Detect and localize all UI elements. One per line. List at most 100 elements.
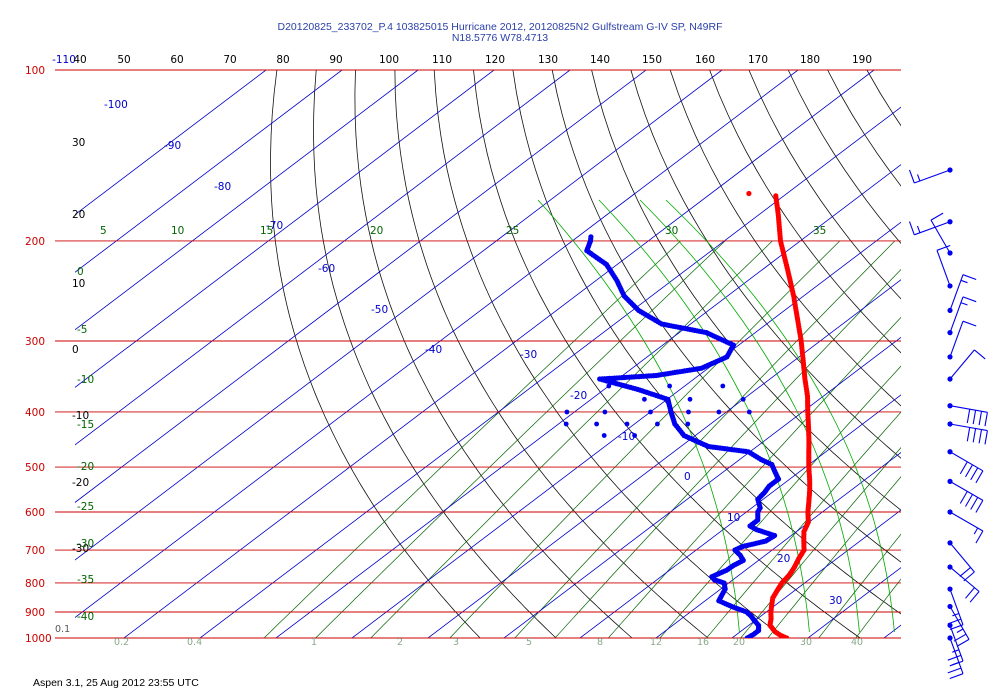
isotherm-line xyxy=(503,336,901,638)
isotherm-line xyxy=(123,70,875,638)
mixing-ratio-label: 8 xyxy=(597,637,603,648)
mixing-ratio-label: 20 xyxy=(733,637,745,648)
wind-barb-staff xyxy=(949,625,964,662)
isotherm-line xyxy=(75,70,723,561)
top-scale-label: 120 xyxy=(485,54,505,66)
theta-e-label: 35 xyxy=(813,225,826,237)
wind-barb-flag xyxy=(947,667,962,674)
isotherm-label: -90 xyxy=(164,140,181,152)
wind-barb-flag xyxy=(972,410,977,425)
pressure-tick-label: 500 xyxy=(25,462,45,474)
wind-barb-flag xyxy=(936,244,951,251)
wind-barb-flag xyxy=(959,491,968,504)
wind-barb-half-flag xyxy=(952,649,960,653)
top-scale-label: 50 xyxy=(117,54,130,66)
isotherm-line xyxy=(427,279,901,638)
wind-barb-origin xyxy=(947,622,953,628)
wind-barb xyxy=(947,564,980,603)
isotherm-label: -10 xyxy=(618,431,635,443)
dewpoint-scatter-point xyxy=(601,433,607,438)
wind-barb xyxy=(947,509,984,544)
wind-barb-origin xyxy=(947,449,953,455)
isobar-lines xyxy=(55,69,901,639)
dewpoint-scatter-point xyxy=(642,396,647,402)
dewpoint-scatter-point xyxy=(606,383,612,389)
isotherm-line xyxy=(75,70,647,503)
dewpoint-scatter-point xyxy=(686,409,691,415)
isotherm-line xyxy=(731,509,901,638)
pressure-tick-label: 600 xyxy=(25,507,45,519)
top-scale-label: 100 xyxy=(379,54,399,66)
wind-barb xyxy=(947,421,988,445)
isotherm-line xyxy=(275,164,901,638)
wind-barb xyxy=(947,478,984,513)
theta-e-label: 20 xyxy=(370,225,383,237)
top-scale-label: 90 xyxy=(329,54,342,66)
dry-adiabat xyxy=(354,70,633,638)
adiabat-label: 0 xyxy=(72,344,79,356)
dewpoint-scatter-point xyxy=(667,383,672,389)
pressure-tick-label: 400 xyxy=(25,407,45,419)
dry-adiabat xyxy=(313,70,557,638)
top-scale-label: 70 xyxy=(223,54,236,66)
wind-barb-flag xyxy=(966,409,971,424)
dry-adiabat-lines xyxy=(270,70,1000,638)
wind-barb-flag xyxy=(970,497,979,510)
wind-barb-origin xyxy=(947,167,953,173)
left-green-label: -25 xyxy=(77,501,94,513)
sounding-profiles xyxy=(563,190,813,638)
dewpoint-scatter-point xyxy=(648,409,653,415)
isotherm-label: -40 xyxy=(425,344,442,356)
wind-barb-flag xyxy=(975,500,984,513)
left-green-label: -30 xyxy=(77,538,94,550)
theta-e-curve xyxy=(537,199,740,633)
dry-adiabat xyxy=(906,70,1000,638)
wind-barb xyxy=(936,244,953,289)
mixing-ratio-label: 0.1 xyxy=(55,624,70,635)
left-green-label: -15 xyxy=(77,419,94,431)
wind-barb-flag xyxy=(972,428,977,443)
dry-adiabat xyxy=(630,70,901,459)
top-scale-label: 180 xyxy=(800,54,820,66)
top-scale-label: 80 xyxy=(276,54,289,66)
wind-barb-flag xyxy=(974,349,986,360)
isotherm-line xyxy=(883,624,901,638)
isotherm-lines xyxy=(75,70,901,638)
left-green-label: -10 xyxy=(77,374,94,386)
wind-barb-flag xyxy=(949,673,964,680)
wind-barb-half-flag xyxy=(916,225,921,233)
mixing-ratio-label: 30 xyxy=(800,637,812,648)
wind-barb-origin xyxy=(947,283,953,289)
left-green-label: -20 xyxy=(77,461,94,473)
wind-barb-flag xyxy=(975,530,984,544)
dewpoint-scatter-point xyxy=(740,396,746,402)
wind-barb-origin xyxy=(947,603,953,610)
wind-barb-flag xyxy=(984,412,988,427)
mixing-ratio-label: 12 xyxy=(650,637,662,648)
wind-barb-staff xyxy=(914,221,951,236)
wind-barb-staff xyxy=(949,637,964,674)
wind-barb-flag xyxy=(956,638,970,647)
wind-barb-half-flag xyxy=(956,628,964,633)
isotherm-line xyxy=(75,70,267,216)
mixing-ratio-line xyxy=(706,411,901,638)
wind-barb-origin xyxy=(947,509,953,515)
isotherm-label: -70 xyxy=(266,220,283,232)
chart-subtitle: N18.5776 W78.4713 xyxy=(451,32,549,44)
wind-barb-origin xyxy=(947,540,953,546)
dry-adiabat xyxy=(270,70,481,638)
dewpoint-point xyxy=(588,234,594,240)
wind-barb xyxy=(947,320,977,360)
wind-barb-staff xyxy=(949,321,964,358)
isotherm-label: -20 xyxy=(570,390,587,402)
isotherm-label: 0 xyxy=(684,471,691,483)
mixing-ratio-label: 2 xyxy=(397,637,403,648)
wind-barb-staff xyxy=(949,588,964,625)
isotherm-label: 20 xyxy=(777,553,790,565)
dry-adiabat xyxy=(827,70,901,187)
theta-e-label: 25 xyxy=(506,225,519,237)
wind-barb-flag xyxy=(965,587,975,599)
wind-barb-staff xyxy=(949,606,970,640)
wind-barb-origin xyxy=(947,307,953,314)
